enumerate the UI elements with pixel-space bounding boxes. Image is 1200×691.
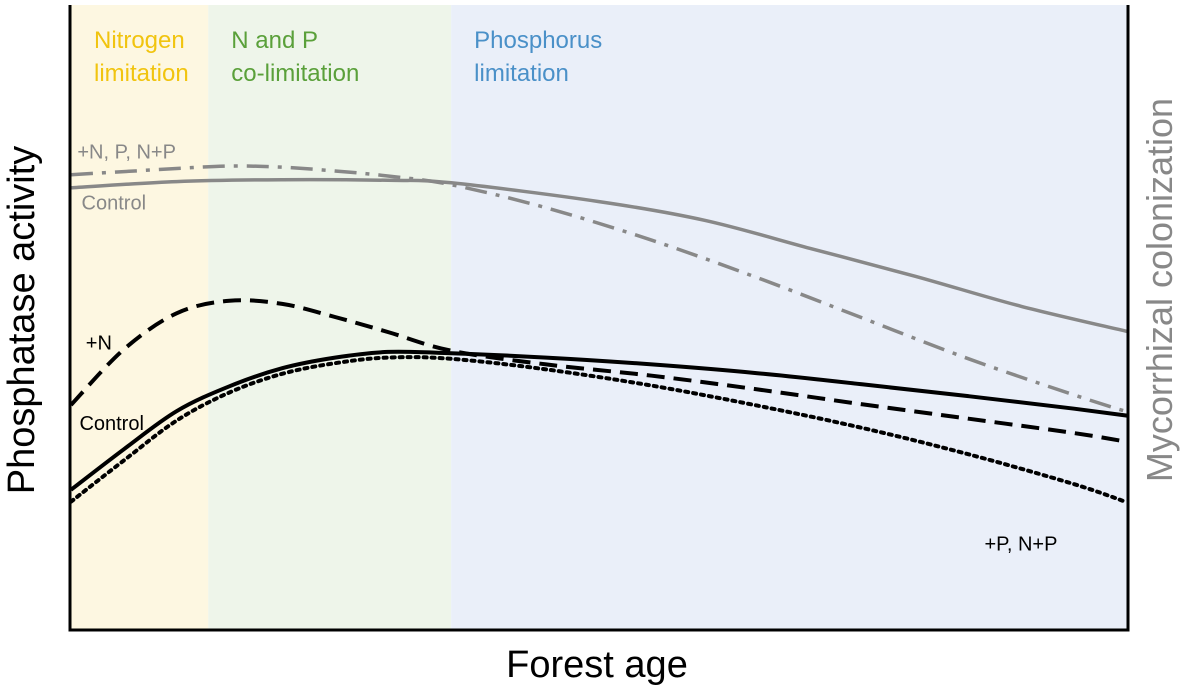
series-line-pa-control bbox=[69, 349, 1128, 492]
region-label-phosphorus: Phosphorus bbox=[474, 27, 602, 54]
region-label-co-limitation: co-limitation bbox=[231, 60, 359, 87]
plot-frame bbox=[68, 5, 1130, 632]
series-label-pa-control: Control bbox=[79, 413, 143, 435]
region-nitrogen bbox=[71, 5, 209, 629]
limitation-regions: Nitrogen limitation N and P co-limitation Ph… bbox=[71, 5, 1127, 629]
region-phosphorus bbox=[451, 5, 1127, 629]
region-label-co-limitation: N and P bbox=[231, 27, 318, 54]
series-lines bbox=[69, 164, 1129, 505]
series-line-pa-plusP bbox=[69, 355, 1129, 505]
region-label-nitrogen: Nitrogen bbox=[94, 27, 185, 54]
series-line-myco-treated bbox=[70, 164, 1128, 414]
region-label-nitrogen: limitation bbox=[94, 60, 189, 87]
x-axis-label: Forest age bbox=[506, 644, 688, 686]
y2-axis-label: Mycorrhizal colonization bbox=[1139, 98, 1180, 482]
region-label-phosphorus: limitation bbox=[474, 60, 569, 87]
series-label-pa-plusN: +N bbox=[86, 332, 112, 354]
series-label-pa-plusP: +P, N+P bbox=[984, 533, 1057, 555]
series-line-myco-control bbox=[70, 177, 1128, 334]
y-axis-label: Phosphatase activity bbox=[1, 146, 43, 495]
series-label-myco-control: Control bbox=[82, 193, 146, 215]
series-label-myco-treated: +N, P, N+P bbox=[77, 142, 176, 164]
series-line-pa-plusN bbox=[69, 298, 1128, 444]
series-labels: +N, P, N+P Control +N Control +P, N+P bbox=[77, 142, 1057, 556]
